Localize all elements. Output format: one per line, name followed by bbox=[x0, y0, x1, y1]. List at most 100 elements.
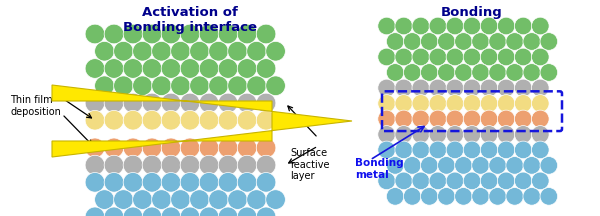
Circle shape bbox=[446, 79, 464, 97]
Circle shape bbox=[199, 93, 219, 113]
Circle shape bbox=[85, 59, 105, 78]
Circle shape bbox=[429, 95, 446, 112]
Circle shape bbox=[429, 141, 446, 159]
Circle shape bbox=[199, 207, 219, 216]
Circle shape bbox=[133, 76, 152, 95]
Circle shape bbox=[199, 138, 219, 158]
Circle shape bbox=[256, 138, 276, 158]
Circle shape bbox=[152, 41, 171, 61]
Polygon shape bbox=[52, 85, 352, 157]
Circle shape bbox=[412, 126, 430, 143]
Circle shape bbox=[497, 141, 515, 159]
Circle shape bbox=[480, 79, 498, 97]
Circle shape bbox=[463, 17, 481, 35]
Circle shape bbox=[209, 190, 229, 209]
Circle shape bbox=[378, 110, 395, 128]
Circle shape bbox=[429, 126, 446, 143]
Circle shape bbox=[446, 141, 464, 159]
Circle shape bbox=[266, 76, 286, 95]
Circle shape bbox=[497, 126, 515, 143]
Circle shape bbox=[532, 79, 549, 97]
Circle shape bbox=[532, 95, 549, 112]
Circle shape bbox=[378, 126, 395, 143]
Text: Bonding: Bonding bbox=[441, 6, 503, 19]
Circle shape bbox=[104, 24, 124, 44]
Circle shape bbox=[421, 33, 438, 50]
Circle shape bbox=[218, 207, 238, 216]
Circle shape bbox=[532, 17, 549, 35]
Circle shape bbox=[437, 33, 455, 50]
Circle shape bbox=[472, 64, 490, 81]
Circle shape bbox=[256, 110, 276, 130]
Circle shape bbox=[256, 207, 276, 216]
Circle shape bbox=[104, 59, 124, 78]
Circle shape bbox=[514, 110, 532, 128]
Circle shape bbox=[161, 207, 181, 216]
Circle shape bbox=[455, 33, 472, 50]
Circle shape bbox=[180, 93, 200, 113]
Circle shape bbox=[123, 59, 143, 78]
Circle shape bbox=[228, 76, 247, 95]
Circle shape bbox=[386, 187, 404, 205]
Circle shape bbox=[209, 41, 229, 61]
Circle shape bbox=[104, 93, 124, 113]
Circle shape bbox=[497, 48, 515, 66]
Circle shape bbox=[218, 155, 238, 175]
Circle shape bbox=[133, 41, 152, 61]
Circle shape bbox=[412, 48, 430, 66]
Circle shape bbox=[85, 24, 105, 44]
Circle shape bbox=[463, 141, 481, 159]
Circle shape bbox=[437, 157, 455, 174]
Circle shape bbox=[123, 207, 143, 216]
Text: Surface
reactive
layer: Surface reactive layer bbox=[290, 148, 329, 181]
Circle shape bbox=[412, 141, 430, 159]
Circle shape bbox=[463, 172, 481, 190]
Circle shape bbox=[540, 64, 557, 81]
Circle shape bbox=[142, 138, 162, 158]
Circle shape bbox=[489, 157, 506, 174]
Circle shape bbox=[161, 24, 181, 44]
Circle shape bbox=[218, 59, 238, 78]
Circle shape bbox=[161, 110, 181, 130]
Circle shape bbox=[161, 155, 181, 175]
Circle shape bbox=[429, 48, 446, 66]
Circle shape bbox=[199, 59, 219, 78]
Circle shape bbox=[386, 157, 404, 174]
Circle shape bbox=[429, 79, 446, 97]
Circle shape bbox=[256, 59, 276, 78]
Circle shape bbox=[123, 138, 143, 158]
Circle shape bbox=[421, 187, 438, 205]
Circle shape bbox=[497, 95, 515, 112]
Circle shape bbox=[463, 126, 481, 143]
Circle shape bbox=[480, 141, 498, 159]
Circle shape bbox=[480, 17, 498, 35]
Circle shape bbox=[85, 138, 105, 158]
Circle shape bbox=[395, 48, 413, 66]
Circle shape bbox=[480, 110, 498, 128]
Circle shape bbox=[170, 190, 190, 209]
Circle shape bbox=[540, 157, 557, 174]
Circle shape bbox=[429, 172, 446, 190]
Circle shape bbox=[113, 76, 133, 95]
Circle shape bbox=[104, 207, 124, 216]
Circle shape bbox=[161, 93, 181, 113]
Circle shape bbox=[378, 95, 395, 112]
Circle shape bbox=[237, 138, 257, 158]
Circle shape bbox=[463, 95, 481, 112]
Circle shape bbox=[247, 76, 266, 95]
Circle shape bbox=[395, 79, 413, 97]
Circle shape bbox=[123, 93, 143, 113]
Circle shape bbox=[180, 155, 200, 175]
Circle shape bbox=[123, 173, 143, 192]
Circle shape bbox=[142, 110, 162, 130]
Circle shape bbox=[480, 126, 498, 143]
Circle shape bbox=[190, 190, 209, 209]
Circle shape bbox=[104, 155, 124, 175]
Circle shape bbox=[455, 157, 472, 174]
Circle shape bbox=[514, 95, 532, 112]
Circle shape bbox=[403, 187, 421, 205]
Circle shape bbox=[395, 110, 413, 128]
Circle shape bbox=[472, 33, 490, 50]
Circle shape bbox=[170, 41, 190, 61]
Circle shape bbox=[421, 64, 438, 81]
